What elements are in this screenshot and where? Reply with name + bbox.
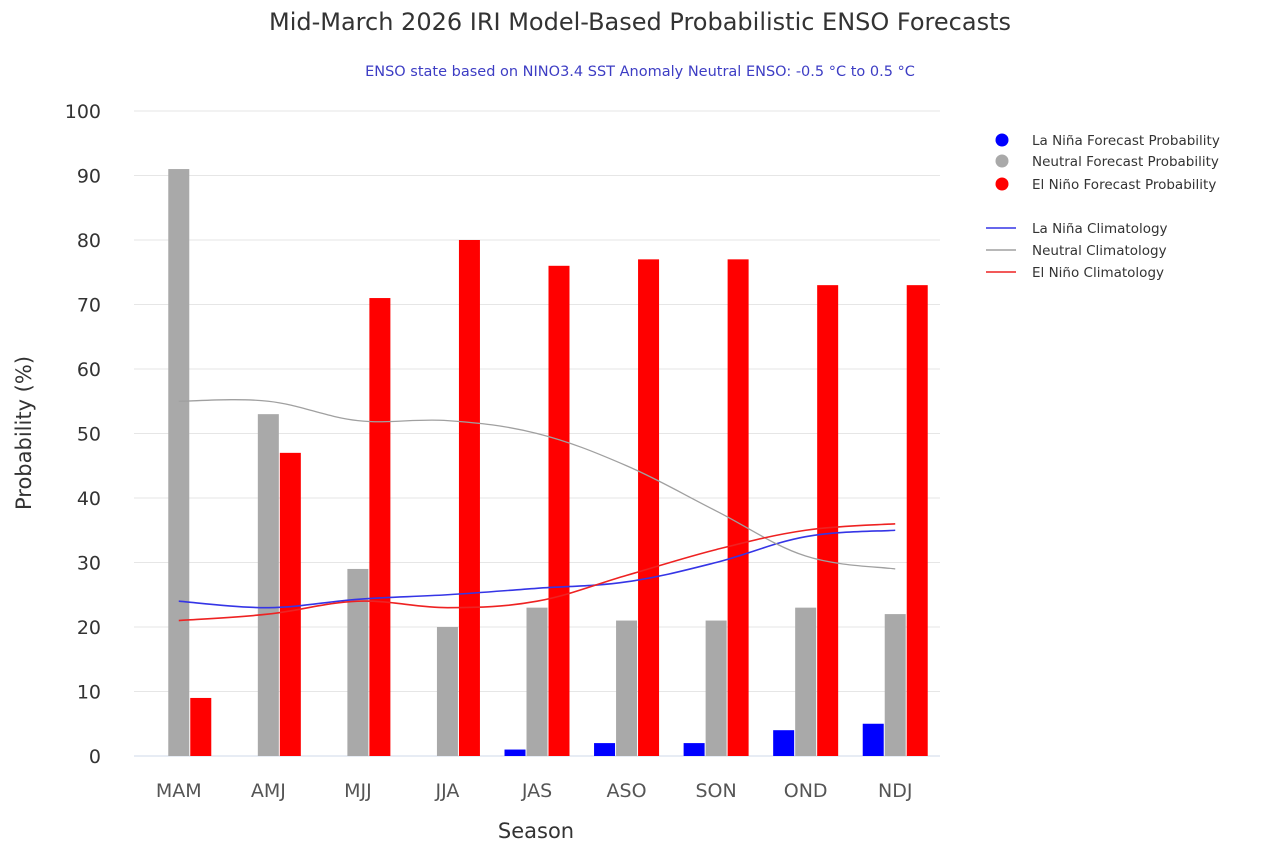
x-axis-ticks: MAM AMJ MJJ JJA JAS ASO SON OND NDJ <box>156 780 913 802</box>
legend-neutral-forecast: Neutral Forecast Probability <box>1032 154 1219 170</box>
x-tick-label: MJJ <box>344 780 372 802</box>
la-nina-climatology-line <box>178 529 896 609</box>
x-axis-title: Season <box>498 819 574 843</box>
la-nina-bar <box>862 723 884 756</box>
legend-el-nino-forecast: El Niño Forecast Probability <box>1032 177 1216 193</box>
x-tick-label: OND <box>784 780 828 802</box>
x-tick-label: SON <box>695 780 736 802</box>
neutral-bar <box>168 169 190 757</box>
neutral-bar <box>257 414 279 756</box>
legend-marker <box>995 177 1009 191</box>
y-tick-label: 20 <box>77 617 101 639</box>
el-nino-bar <box>190 697 212 756</box>
neutral-climatology-line <box>178 399 896 570</box>
x-tick-label: JJA <box>435 780 460 802</box>
y-tick-label: 100 <box>65 101 101 123</box>
la-nina-bar <box>773 730 795 756</box>
y-tick-label: 80 <box>77 230 101 252</box>
legend-neutral-climatology: Neutral Climatology <box>1032 243 1167 259</box>
neutral-bar <box>705 620 727 756</box>
chart-subtitle: ENSO state based on NINO3.4 SST Anomaly … <box>365 64 915 80</box>
neutral-bar <box>526 607 548 756</box>
y-tick-label: 40 <box>77 488 101 510</box>
y-tick-label: 10 <box>77 682 101 704</box>
la-nina-bar <box>594 743 616 756</box>
la-nina-bar <box>504 749 526 756</box>
neutral-bar <box>436 627 458 756</box>
el-nino-bar <box>638 259 660 756</box>
y-tick-label: 0 <box>89 746 101 768</box>
el-nino-bar <box>727 259 749 756</box>
bars <box>168 169 928 757</box>
el-nino-climatology-line <box>178 523 896 622</box>
el-nino-bar <box>548 265 570 756</box>
legend-marker <box>995 154 1009 168</box>
chart-title: Mid-March 2026 IRI Model-Based Probabili… <box>269 8 1011 36</box>
el-nino-bar <box>906 285 928 756</box>
la-nina-bar <box>683 743 705 756</box>
legend-la-nina-forecast: La Niña Forecast Probability <box>1032 133 1220 149</box>
y-tick-label: 30 <box>77 553 101 575</box>
legend-marker <box>995 133 1009 147</box>
y-tick-label: 90 <box>77 166 101 188</box>
neutral-bar <box>616 620 638 756</box>
legend-el-nino-climatology: El Niño Climatology <box>1032 265 1164 281</box>
y-tick-label: 60 <box>77 359 101 381</box>
climatology-lines <box>178 399 896 622</box>
el-nino-bar <box>817 285 839 756</box>
neutral-bar <box>884 614 906 756</box>
x-tick-label: JAS <box>521 780 552 802</box>
el-nino-bar <box>279 452 301 756</box>
x-tick-label: ASO <box>607 780 647 802</box>
y-tick-label: 50 <box>77 424 101 446</box>
neutral-bar <box>347 568 369 756</box>
y-axis-ticks: 0 10 20 30 40 50 60 70 80 90 100 <box>65 101 101 768</box>
y-tick-label: 70 <box>77 295 101 317</box>
x-tick-label: MAM <box>156 780 202 802</box>
x-tick-label: AMJ <box>251 780 286 802</box>
el-nino-bar <box>369 298 391 756</box>
el-nino-bar <box>458 240 480 756</box>
neutral-bar <box>795 607 817 756</box>
legend: La Niña Forecast Probability Neutral Fore… <box>986 133 1220 281</box>
legend-la-nina-climatology: La Niña Climatology <box>1032 221 1168 237</box>
x-tick-label: NDJ <box>878 780 912 802</box>
y-axis-title: Probability (%) <box>12 356 36 510</box>
